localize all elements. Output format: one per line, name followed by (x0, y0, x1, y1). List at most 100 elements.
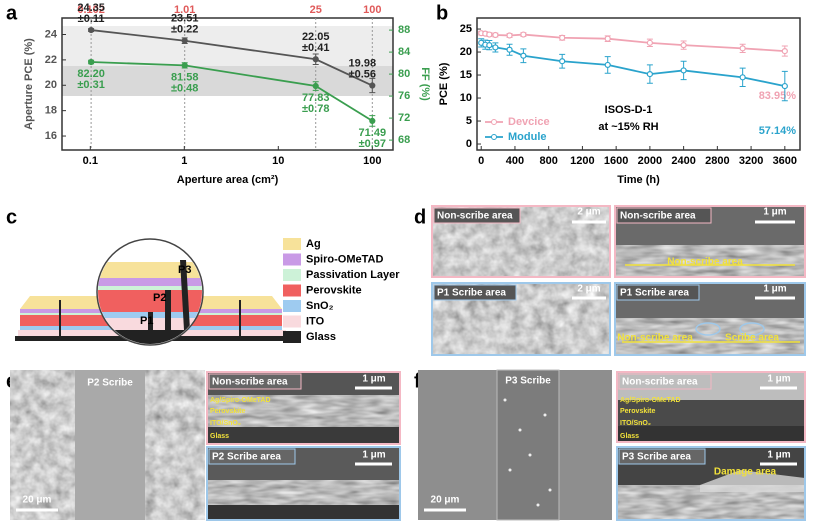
layer-label: Glass (210, 433, 229, 440)
sem-label: P3 Scribe (505, 376, 551, 387)
series-line (481, 32, 785, 53)
sem-note: Damage area (714, 467, 777, 478)
x-tick-label: 400 (506, 155, 524, 167)
legend-swatch (283, 315, 301, 328)
sem-label: P3 Scribe area (622, 452, 691, 463)
legend-swatch (283, 269, 301, 281)
x-tick-label: 1 (181, 155, 187, 167)
sem-label: Non-scribe area (212, 377, 288, 388)
y2-tick-label: 80 (398, 68, 410, 80)
data-point (646, 39, 653, 46)
y-tick-label: 10 (460, 92, 472, 104)
x-axis-label: Time (h) (617, 174, 660, 186)
legend-marker (491, 134, 497, 140)
y2-axis-label: FF (%) (419, 67, 431, 101)
x-tick-label: 0 (478, 155, 484, 167)
error-label: ±0.31 (77, 79, 104, 91)
legend-swatch (283, 284, 301, 297)
sem-label: P2 Scribe (87, 378, 133, 389)
sem-note: Non-scribe area (617, 333, 693, 344)
scale-bar: 1 μm (362, 450, 385, 461)
layer-label: Ag/Spiro-OMeTAD (210, 397, 271, 404)
layer-label: ITO/SnO₂ (210, 420, 241, 427)
x-tick-label: 800 (540, 155, 558, 167)
data-point (781, 82, 788, 90)
sem-d: Non-scribe area 2 μm Non-scribe area 1 μ… (431, 205, 806, 356)
x-tick-label: 0.1 (83, 155, 98, 167)
scale-bar: 2 μm (577, 207, 600, 218)
value-label: 19.98 (349, 57, 377, 69)
x-tick-label: 2000 (638, 155, 662, 167)
panel-label: c (6, 206, 17, 228)
y-tick-label: 0 (466, 138, 472, 150)
scale-bar: 1 μm (767, 374, 790, 385)
legend-label: Glass (306, 331, 336, 343)
data-point (506, 46, 513, 53)
legend-label: Perovskite (306, 284, 362, 296)
y-tick-label: 15 (460, 69, 472, 81)
data-point (781, 48, 788, 55)
legend-label: Module (508, 131, 547, 143)
data-point (604, 61, 611, 69)
data-point (559, 58, 566, 65)
x-tick-label: 1200 (570, 155, 594, 167)
scale-bar: 1 μm (767, 450, 790, 461)
y-tick-label: 22 (45, 54, 57, 66)
scale-bar: 20 μm (431, 495, 460, 506)
y-tick-label: 25 (460, 23, 472, 35)
top-tick-label: 100 (363, 4, 381, 16)
value-label: 24.35 (77, 2, 105, 14)
sem-label: P2 Scribe area (212, 452, 281, 463)
plot-frame (61, 17, 394, 151)
x-tick-label: 10 (272, 155, 284, 167)
panel-label: a (6, 2, 18, 24)
data-point (312, 56, 319, 63)
annotation: at ~15% RH (598, 121, 658, 133)
sem-e: P2 Scribe 20 μm Non-scribe area 1 μm Ag/… (10, 370, 401, 521)
data-point (486, 31, 493, 38)
legend-swatch (283, 238, 301, 250)
error-label: ±0.11 (78, 13, 105, 25)
x-tick-label: 100 (363, 155, 381, 167)
y2-tick-label: 72 (398, 112, 410, 124)
scribe-label: P2 (153, 292, 166, 304)
y-tick-label: 18 (45, 105, 57, 117)
legend-label: Spiro-OMeTAD (306, 253, 383, 265)
data-point (88, 26, 95, 34)
value-label: 23.51 (171, 13, 199, 25)
data-point (369, 117, 376, 125)
y-tick-label: 5 (466, 115, 472, 127)
data-point (520, 52, 527, 59)
data-point (739, 45, 746, 52)
top-tick-label: 25 (310, 4, 322, 16)
data-point (506, 32, 513, 39)
data-point (492, 31, 499, 39)
data-point (739, 74, 746, 81)
layer-label: Glass (620, 433, 639, 440)
legend-label: SnO₂ (306, 300, 334, 312)
legend-swatch (283, 300, 301, 312)
y2-tick-label: 76 (398, 90, 410, 102)
y-tick-label: 16 (45, 130, 57, 142)
end-label: 57.14% (759, 125, 797, 137)
scale-bar: 20 μm (23, 495, 52, 506)
y-tick-label: 24 (45, 28, 58, 40)
annotation: ISOS-D-1 (605, 104, 653, 116)
error-label: ±0.97 (359, 138, 386, 150)
y-axis-label: Aperture PCE (%) (23, 38, 35, 130)
series-line (91, 61, 373, 122)
plot-frame (476, 17, 801, 151)
data-point (88, 58, 95, 66)
value-label: 77.83 (302, 92, 330, 104)
y2-tick-label: 88 (398, 24, 410, 36)
value-label: 71.49 (359, 127, 387, 139)
series-line (91, 29, 373, 87)
x-tick-label: 3600 (773, 155, 797, 167)
legend-label: Passivation Layer (306, 269, 400, 281)
sem-label: P1 Scribe area (620, 288, 689, 299)
error-label: ±0.56 (349, 68, 376, 80)
layer-label: Ag/Spiro-OMeTAD (620, 397, 681, 404)
end-label: 83.95% (759, 90, 797, 102)
legend-swatch (283, 253, 301, 266)
